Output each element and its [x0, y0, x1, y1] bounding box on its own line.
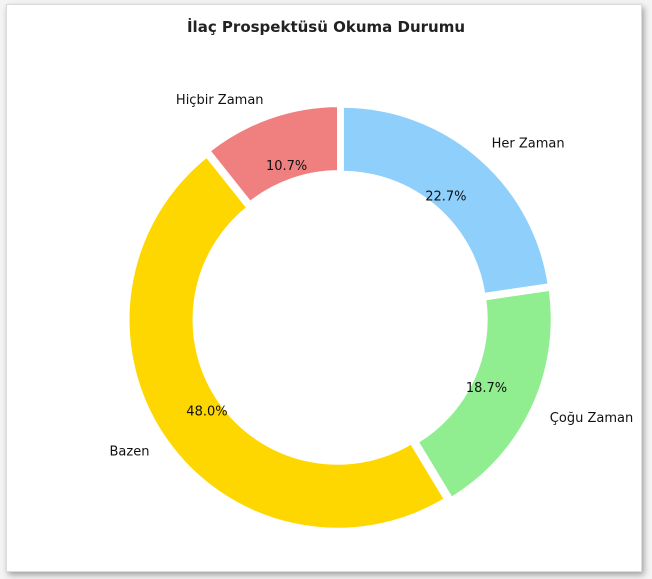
slice-label-her-zaman: Her Zaman — [492, 136, 565, 151]
slice-hicbir-zaman — [205, 103, 342, 207]
percent-label-bazen: 48.0% — [186, 404, 227, 419]
slice-cogu-zaman — [413, 286, 555, 502]
percent-label-cogu-zaman: 18.7% — [466, 381, 507, 396]
chart-title: İlaç Prospektüsü Okuma Durumu — [186, 18, 466, 36]
slice-label-cogu-zaman: Çoğu Zaman — [550, 411, 633, 426]
percent-label-hicbir-zaman: 10.7% — [266, 159, 307, 174]
slice-her-zaman — [339, 103, 553, 298]
slice-label-hicbir-zaman: Hiçbir Zaman — [176, 93, 264, 108]
slice-label-bazen: Bazen — [110, 444, 150, 459]
percent-label-her-zaman: 22.7% — [425, 189, 466, 204]
slice-bazen — [125, 152, 449, 532]
